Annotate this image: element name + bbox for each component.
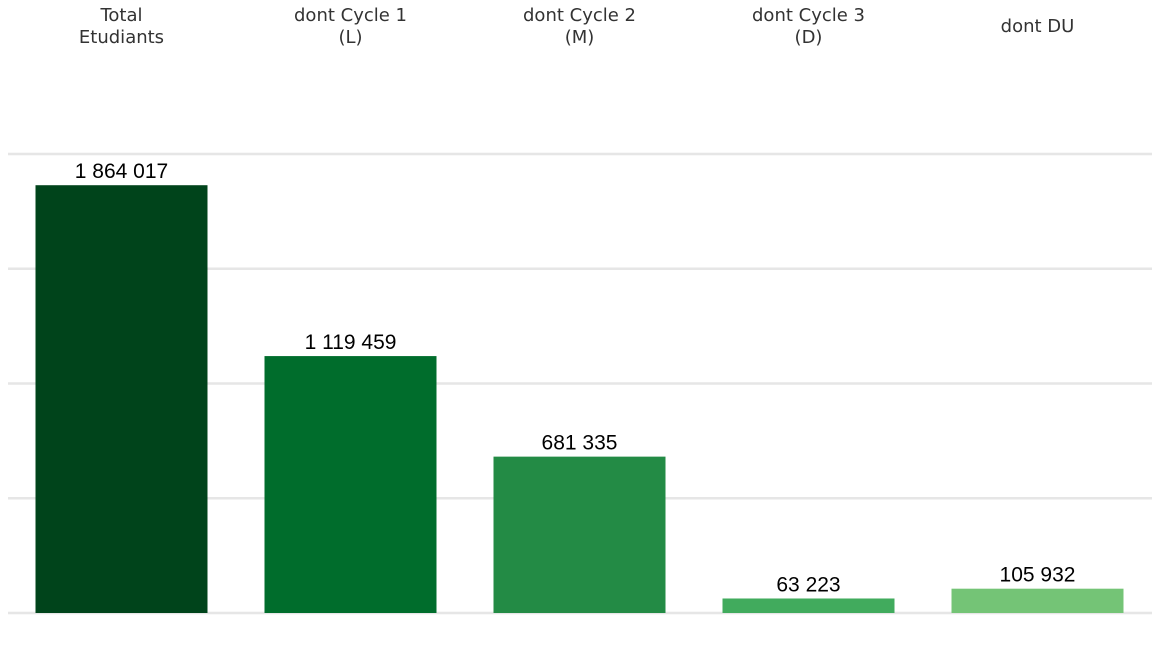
category-label-line: Etudiants — [79, 27, 164, 48]
value-labels: 1 864 017 1 119 459 681 335 63 223 105 932 — [75, 160, 1076, 596]
bar-1 — [264, 356, 437, 613]
category-label-4: dont DU — [1001, 16, 1075, 37]
bar-4 — [951, 588, 1124, 613]
value-label-2: 681 335 — [542, 432, 618, 455]
value-label-0: 1 864 017 — [75, 160, 168, 183]
category-label-line: Total — [99, 5, 142, 26]
category-label-0: Total Etudiants — [79, 5, 164, 48]
value-label-3: 63 223 — [776, 573, 840, 596]
category-label-line: dont DU — [1001, 16, 1075, 37]
bar-2 — [493, 456, 666, 613]
value-label-4: 105 932 — [1000, 564, 1076, 587]
bar-0 — [35, 185, 208, 613]
category-label-3: dont Cycle 3 (D) — [752, 5, 865, 48]
category-label-line: dont Cycle 1 — [294, 5, 407, 26]
category-label-1: dont Cycle 1 (L) — [294, 5, 407, 48]
category-label-2: dont Cycle 2 (M) — [523, 5, 636, 48]
value-label-1: 1 119 459 — [305, 331, 397, 354]
bars — [35, 185, 1124, 613]
category-label-line: dont Cycle 2 — [523, 5, 636, 26]
bar-3 — [722, 598, 895, 613]
category-label-line: dont Cycle 3 — [752, 5, 865, 26]
category-label-line: (M) — [565, 27, 595, 48]
category-label-line: (L) — [338, 27, 362, 48]
category-label-line: (D) — [795, 27, 823, 48]
